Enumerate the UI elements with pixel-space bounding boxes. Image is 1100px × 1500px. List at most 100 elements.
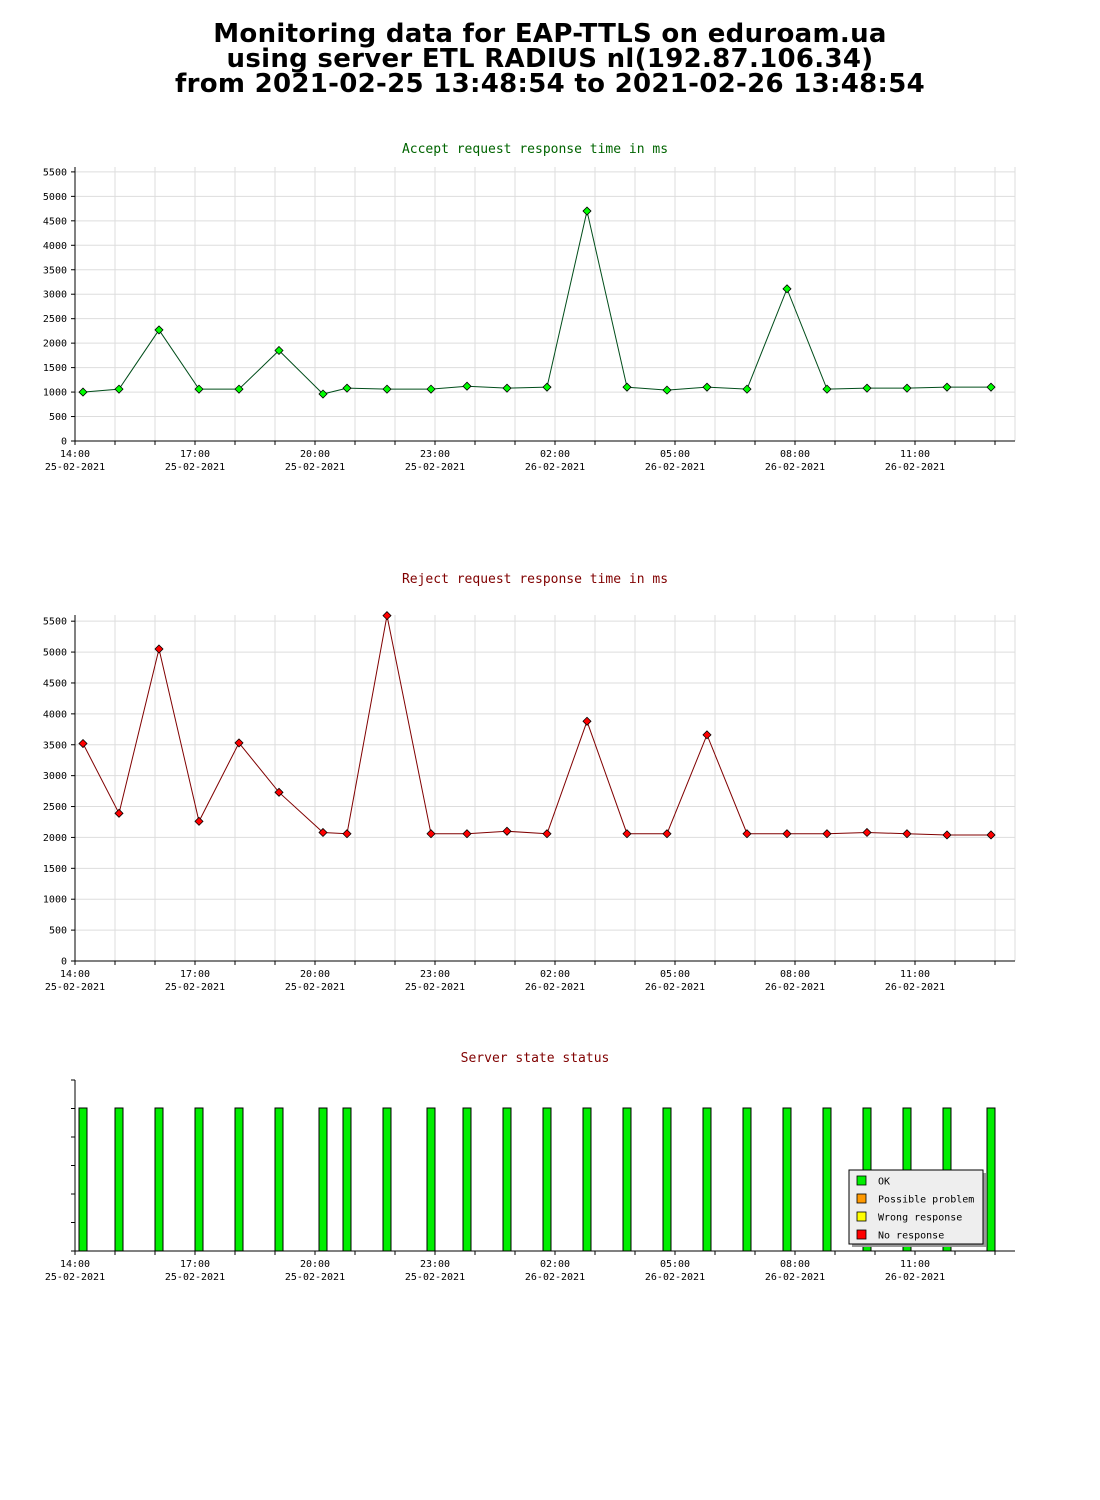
x-tick-time: 08:00 [780, 969, 810, 980]
y-tick-label: 1000 [43, 388, 67, 399]
data-point [622, 382, 632, 392]
status-bar [274, 1107, 284, 1252]
status-bar [114, 1107, 124, 1252]
x-tick-date: 25-02-2021 [405, 462, 465, 473]
x-tick-date: 26-02-2021 [525, 1272, 585, 1283]
status-bar [154, 1107, 164, 1252]
data-point [782, 829, 792, 839]
x-tick-time: 05:00 [660, 1259, 690, 1270]
y-tick-label: 1500 [43, 864, 67, 875]
x-tick-date: 26-02-2021 [765, 982, 825, 993]
x-tick-date: 26-02-2021 [645, 982, 705, 993]
legend-label: No response [878, 1231, 944, 1242]
data-point [742, 829, 752, 839]
data-point [194, 384, 204, 394]
y-tick-label: 0 [61, 957, 67, 968]
server-status-chart: Server state status 14:00 25-02-2021 17:00 2… [45, 1051, 1015, 1283]
x-tick-date: 26-02-2021 [645, 462, 705, 473]
data-point [382, 611, 392, 621]
data-point [622, 829, 632, 839]
status-bar [622, 1107, 632, 1252]
x-tick-time: 20:00 [300, 1259, 330, 1270]
data-point [742, 384, 752, 394]
x-tick-date: 26-02-2021 [885, 462, 945, 473]
data-point [462, 829, 472, 839]
data-point [862, 827, 872, 838]
data-point [154, 644, 164, 654]
data-point [662, 829, 672, 839]
y-tick-label: 5000 [43, 192, 67, 203]
data-point [662, 385, 672, 395]
legend-swatch [856, 1211, 867, 1222]
data-point [542, 829, 552, 839]
x-tick-time: 02:00 [540, 449, 570, 460]
x-tick-date: 26-02-2021 [885, 1272, 945, 1283]
y-tick-label: 2500 [43, 314, 67, 325]
data-point [862, 383, 872, 393]
data-point [426, 829, 436, 839]
x-tick-date: 25-02-2021 [285, 1272, 345, 1283]
x-tick-time: 14:00 [60, 969, 90, 980]
status-bar [542, 1107, 552, 1252]
x-tick-time: 11:00 [900, 1259, 930, 1270]
status-bar [582, 1107, 592, 1252]
legend-label: Wrong response [878, 1213, 962, 1224]
x-tick-time: 14:00 [60, 1259, 90, 1270]
data-point [942, 830, 952, 840]
data-point [318, 389, 328, 399]
x-tick-date: 26-02-2021 [885, 982, 945, 993]
data-point [822, 829, 832, 839]
chart-title: Reject request response time in ms [402, 572, 668, 587]
y-tick-label: 500 [49, 412, 67, 423]
x-tick-date: 25-02-2021 [405, 982, 465, 993]
y-tick-label: 5000 [43, 648, 67, 659]
x-tick-time: 14:00 [60, 449, 90, 460]
series-line [82, 210, 991, 395]
chart-title: Accept request response time in ms [402, 142, 668, 157]
legend-label: Possible problem [878, 1195, 974, 1206]
data-point [234, 384, 244, 394]
status-bar [782, 1107, 792, 1252]
status-bar [702, 1107, 712, 1252]
status-bar [194, 1107, 204, 1252]
data-point [942, 382, 952, 392]
x-tick-date: 25-02-2021 [165, 1272, 225, 1283]
data-point [582, 716, 592, 726]
legend-label: OK [878, 1177, 890, 1188]
data-point [318, 827, 328, 838]
x-tick-date: 26-02-2021 [765, 462, 825, 473]
header-line-1: Monitoring data for EAP-TTLS on eduroam.… [213, 19, 887, 49]
data-point [194, 816, 204, 826]
data-point [382, 384, 392, 394]
legend-box [848, 1169, 984, 1245]
x-tick-date: 25-02-2021 [45, 462, 105, 473]
legend-swatch [856, 1229, 867, 1240]
x-tick-time: 05:00 [660, 969, 690, 980]
data-point [542, 382, 552, 392]
status-bar [742, 1107, 752, 1252]
data-point [702, 730, 712, 740]
status-bar [234, 1107, 244, 1252]
x-tick-time: 11:00 [900, 969, 930, 980]
x-tick-date: 26-02-2021 [525, 462, 585, 473]
data-point [342, 383, 352, 393]
y-tick-label: 3000 [43, 771, 67, 782]
data-point [782, 284, 792, 294]
x-tick-date: 25-02-2021 [45, 982, 105, 993]
data-point [114, 808, 124, 818]
status-bar [462, 1107, 472, 1252]
series-line [82, 615, 991, 836]
y-tick-label: 4000 [43, 241, 67, 252]
x-tick-time: 17:00 [180, 969, 210, 980]
status-bar [318, 1107, 328, 1252]
data-point [986, 830, 996, 840]
header-line-2: using server ETL RADIUS nl(192.87.106.34… [226, 44, 874, 74]
y-tick-label: 3500 [43, 740, 67, 751]
y-tick-label: 1000 [43, 895, 67, 906]
data-point [426, 384, 436, 394]
data-point [78, 738, 88, 749]
y-tick-label: 4000 [43, 709, 67, 720]
data-point [78, 387, 88, 397]
x-tick-time: 05:00 [660, 449, 690, 460]
status-bar [986, 1107, 996, 1252]
